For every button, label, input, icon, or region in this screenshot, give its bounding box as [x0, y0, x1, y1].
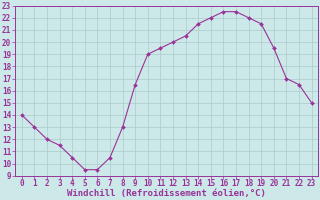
- X-axis label: Windchill (Refroidissement éolien,°C): Windchill (Refroidissement éolien,°C): [67, 189, 266, 198]
